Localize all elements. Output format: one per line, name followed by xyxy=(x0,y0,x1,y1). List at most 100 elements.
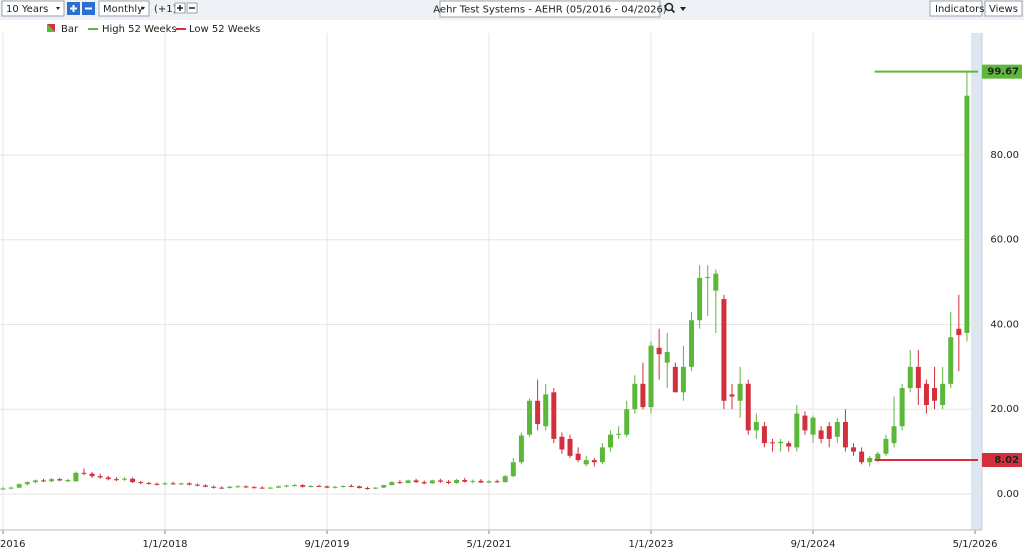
candle-body xyxy=(624,409,630,435)
y-tick-label: 0.00 xyxy=(997,489,1019,500)
symbol-box[interactable] xyxy=(439,0,661,18)
candle-body xyxy=(867,457,873,463)
candle-body xyxy=(656,347,662,355)
candle-body xyxy=(559,436,565,450)
candle-body xyxy=(437,480,443,482)
current-period-band xyxy=(971,33,982,530)
x-tick-label: 9/1/2024 xyxy=(791,539,836,550)
candle-body xyxy=(713,273,719,291)
offset-label: (+1) xyxy=(154,4,177,15)
candle-body xyxy=(834,421,840,437)
candle-body xyxy=(470,480,476,482)
candle-body xyxy=(575,453,581,461)
y-tick-label: 40.00 xyxy=(990,319,1019,330)
candle-body xyxy=(324,486,330,488)
candle-body xyxy=(826,426,832,439)
candle-body xyxy=(348,485,354,487)
candle-body xyxy=(57,479,63,481)
candle-body xyxy=(486,481,492,483)
candle-body xyxy=(875,453,881,461)
candle-body xyxy=(356,486,362,489)
legend-bar-icon-green xyxy=(47,24,55,32)
candle-body xyxy=(389,482,395,486)
candle-body xyxy=(446,481,452,483)
candle-body xyxy=(429,480,435,484)
candle-body xyxy=(753,421,759,431)
candle-body xyxy=(0,488,6,490)
candle-body xyxy=(770,442,776,444)
candle-body xyxy=(122,478,128,480)
x-tick-label: 5/1/2021 xyxy=(467,539,512,550)
candle-body xyxy=(251,487,257,489)
candle-body xyxy=(340,485,346,487)
candle-body xyxy=(219,487,225,489)
candle-body xyxy=(761,426,767,444)
candle-body xyxy=(745,383,751,431)
candle-body xyxy=(697,277,703,321)
candle-body xyxy=(381,485,387,488)
candle-body xyxy=(940,383,946,405)
candle-body xyxy=(915,366,921,389)
candle-body xyxy=(49,479,55,482)
candle-body xyxy=(502,476,508,483)
dropdown-arrow xyxy=(680,7,686,11)
candle-body xyxy=(284,485,290,487)
candle-body xyxy=(608,434,614,448)
candle-body xyxy=(648,345,654,408)
x-tick-label: 5/1/2026 xyxy=(953,539,998,550)
candle-body xyxy=(956,328,962,336)
candle-body xyxy=(794,413,800,448)
range-select[interactable] xyxy=(1,0,65,17)
legend-bar: Bar xyxy=(61,24,79,35)
indicators-button[interactable] xyxy=(929,0,983,17)
y-tick-label: 80.00 xyxy=(990,150,1019,161)
candle-body xyxy=(680,366,686,393)
candle-body xyxy=(721,299,727,401)
candle-body xyxy=(397,482,403,484)
candle-body xyxy=(632,383,638,410)
candle-body xyxy=(97,476,103,478)
interval-select[interactable] xyxy=(98,0,150,17)
candle-body xyxy=(308,485,314,487)
plus-icon xyxy=(70,5,77,12)
legend-low: Low 52 Weeks xyxy=(189,24,260,35)
candle-body xyxy=(162,483,168,485)
candle-body xyxy=(599,447,605,463)
candle-body xyxy=(891,426,897,444)
candle-body xyxy=(227,486,233,489)
candle-body xyxy=(105,477,111,480)
candle-body xyxy=(146,482,152,484)
candle-body xyxy=(802,415,808,431)
candle-body xyxy=(24,482,30,485)
interval-label: Monthly xyxy=(103,4,143,15)
views-button[interactable] xyxy=(984,0,1023,17)
candle-body xyxy=(518,435,524,463)
candle-body xyxy=(154,483,160,485)
candle-body xyxy=(421,482,427,484)
candle-body xyxy=(170,483,176,485)
candle-body xyxy=(186,483,192,485)
candle-body xyxy=(664,352,670,363)
candle-body xyxy=(964,95,970,333)
candle-body xyxy=(737,383,743,401)
candle-body xyxy=(478,480,484,483)
candle-body xyxy=(373,487,379,489)
candle-body xyxy=(300,485,306,487)
candle-body xyxy=(178,483,184,485)
low-52-label: 8.02 xyxy=(994,455,1019,466)
plus-icon xyxy=(177,5,183,11)
candle-body xyxy=(454,480,460,483)
search-icon[interactable] xyxy=(664,2,674,12)
candle-body xyxy=(365,488,371,490)
candle-body xyxy=(591,460,597,463)
candle-body xyxy=(640,383,646,408)
candle-body xyxy=(8,487,14,489)
candle-body xyxy=(194,484,200,486)
candle-body xyxy=(705,277,711,279)
x-tick-label: 1/1/2018 xyxy=(143,539,188,550)
candle-body xyxy=(527,400,533,435)
candle-body xyxy=(16,484,22,488)
candle-body xyxy=(275,486,281,488)
